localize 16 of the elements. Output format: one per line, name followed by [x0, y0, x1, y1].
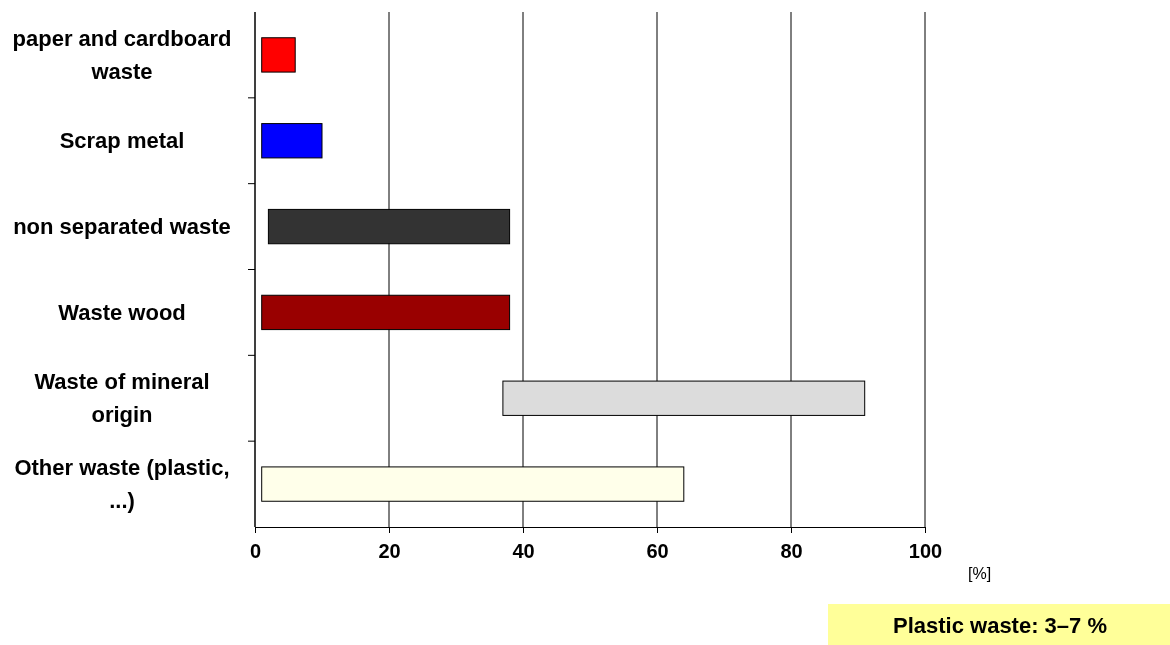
- x-tick-label: 60: [646, 540, 669, 562]
- y-tick-label: paper and cardboard waste: [12, 26, 232, 85]
- y-tick-label: non separated waste: [13, 214, 231, 240]
- x-tick-label: 0: [249, 540, 262, 562]
- x-axis-title: [%]: [968, 565, 992, 582]
- y-tick-label: Scrap metal: [59, 128, 185, 154]
- x-tick-label: 40: [512, 540, 535, 562]
- bar: [261, 37, 296, 73]
- x-tick-label: 20: [378, 540, 401, 562]
- bar: [261, 123, 323, 159]
- x-tick-label: 80: [780, 540, 803, 562]
- x-tick-label: 100: [908, 540, 943, 562]
- y-tick-label: Waste of mineral origin: [34, 369, 210, 428]
- y-tick-label: Other waste (plastic, ...): [14, 455, 230, 514]
- text: Plastic waste: 3–7 %: [892, 613, 1108, 638]
- y-tick-label: Waste wood: [58, 300, 186, 326]
